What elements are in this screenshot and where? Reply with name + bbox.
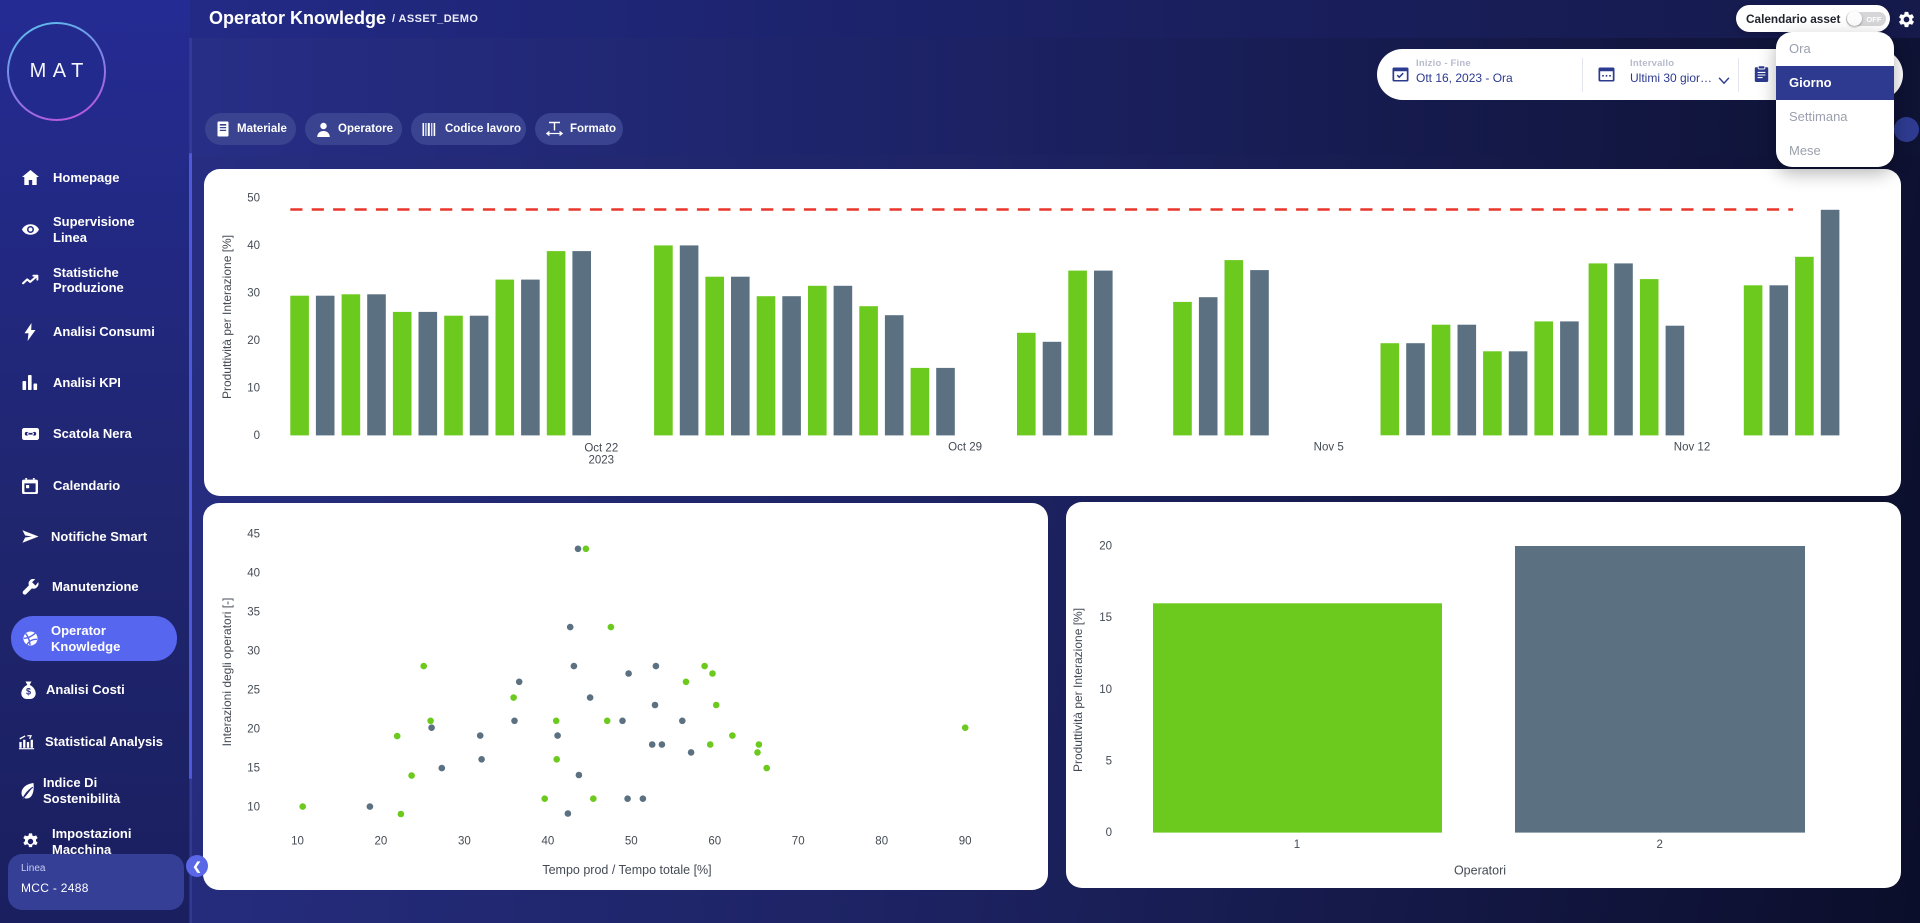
svg-text:Nov 5: Nov 5 bbox=[1314, 442, 1344, 454]
svg-text:40: 40 bbox=[542, 836, 555, 848]
svg-text:30: 30 bbox=[247, 287, 260, 299]
svg-text:2023: 2023 bbox=[589, 455, 615, 467]
svg-text:2: 2 bbox=[1656, 839, 1662, 851]
svg-text:Nov 12: Nov 12 bbox=[1674, 442, 1710, 454]
svg-text:35: 35 bbox=[247, 607, 260, 619]
svg-text:50: 50 bbox=[625, 836, 638, 848]
svg-text:$: $ bbox=[25, 686, 30, 696]
svg-text:60: 60 bbox=[708, 836, 721, 848]
svg-text:Produttività per Interazione [: Produttività per Interazione [%] bbox=[1071, 608, 1085, 772]
svg-text:25: 25 bbox=[247, 685, 260, 697]
svg-text:Tempo prod / Tempo totale [%]: Tempo prod / Tempo totale [%] bbox=[542, 863, 711, 877]
svg-text:45: 45 bbox=[247, 529, 260, 541]
svg-text:10: 10 bbox=[1099, 684, 1112, 696]
svg-text:0: 0 bbox=[254, 430, 260, 442]
svg-text:50: 50 bbox=[247, 192, 260, 204]
svg-text:10: 10 bbox=[247, 802, 260, 814]
svg-text:0: 0 bbox=[1106, 827, 1112, 839]
svg-text:80: 80 bbox=[875, 836, 888, 848]
svg-text:Oct 22: Oct 22 bbox=[584, 443, 618, 455]
svg-text:40: 40 bbox=[247, 568, 260, 580]
svg-text:Oct 29: Oct 29 bbox=[948, 442, 982, 454]
svg-text:90: 90 bbox=[959, 836, 972, 848]
svg-text:10: 10 bbox=[291, 836, 304, 848]
svg-text:70: 70 bbox=[792, 836, 805, 848]
svg-text:1: 1 bbox=[1294, 839, 1300, 851]
svg-text:Interazioni degli operatori [-: Interazioni degli operatori [-] bbox=[220, 598, 234, 747]
svg-text:Produttività per Interazione [: Produttività per Interazione [%] bbox=[220, 235, 234, 399]
svg-text:30: 30 bbox=[247, 646, 260, 658]
svg-text:20: 20 bbox=[247, 724, 260, 736]
svg-text:5: 5 bbox=[1106, 756, 1112, 768]
svg-text:20: 20 bbox=[375, 836, 388, 848]
svg-text:Operatori: Operatori bbox=[1454, 864, 1506, 878]
svg-text:10: 10 bbox=[247, 382, 260, 394]
svg-text:20: 20 bbox=[247, 335, 260, 347]
svg-text:15: 15 bbox=[1099, 612, 1112, 624]
svg-text:30: 30 bbox=[458, 836, 471, 848]
svg-text:15: 15 bbox=[247, 763, 260, 775]
svg-text:20: 20 bbox=[1099, 541, 1112, 553]
svg-text:40: 40 bbox=[247, 240, 260, 252]
